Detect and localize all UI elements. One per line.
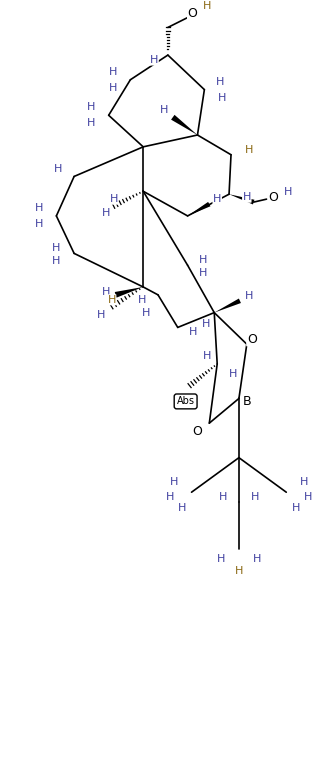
Text: H: H [160,105,168,116]
Text: H: H [101,208,110,218]
Text: H: H [219,492,227,502]
Text: H: H [138,295,146,305]
Text: H: H [107,295,116,305]
Text: O: O [192,425,203,438]
Text: H: H [142,307,150,317]
Text: H: H [108,67,117,77]
Text: H: H [202,320,210,330]
Text: H: H [203,1,211,11]
Text: H: H [300,477,308,487]
Text: H: H [170,477,178,487]
Text: H: H [199,256,208,266]
Text: H: H [229,369,237,379]
Text: B: B [242,395,251,408]
Text: H: H [109,194,118,204]
Text: O: O [247,333,257,345]
Text: H: H [87,103,95,113]
Text: H: H [304,492,312,502]
Text: H: H [217,554,225,565]
Text: H: H [292,503,300,513]
Text: H: H [218,93,226,103]
Text: H: H [284,187,292,197]
Polygon shape [229,194,254,205]
Polygon shape [115,287,143,298]
Polygon shape [214,298,241,313]
Text: H: H [243,193,251,202]
Polygon shape [188,202,210,216]
Text: O: O [188,7,198,20]
Text: H: H [216,77,224,87]
Text: H: H [101,287,110,297]
Text: Abs: Abs [177,396,195,406]
Text: H: H [97,310,105,320]
Text: O: O [269,191,278,204]
Text: H: H [52,244,61,253]
Text: H: H [213,194,222,204]
Text: H: H [54,164,63,174]
Text: H: H [245,145,253,154]
Text: H: H [150,55,158,65]
Text: H: H [252,554,261,565]
Text: H: H [108,83,117,93]
Text: H: H [52,256,61,266]
Text: H: H [189,327,198,337]
Text: H: H [245,291,253,301]
Text: H: H [178,503,186,513]
Text: H: H [199,268,208,279]
Text: H: H [235,566,243,576]
Text: H: H [87,118,95,128]
Polygon shape [171,115,198,135]
Text: H: H [203,351,211,361]
Text: H: H [166,492,174,502]
Text: H: H [34,219,43,229]
Text: H: H [251,492,259,502]
Text: H: H [34,203,43,213]
